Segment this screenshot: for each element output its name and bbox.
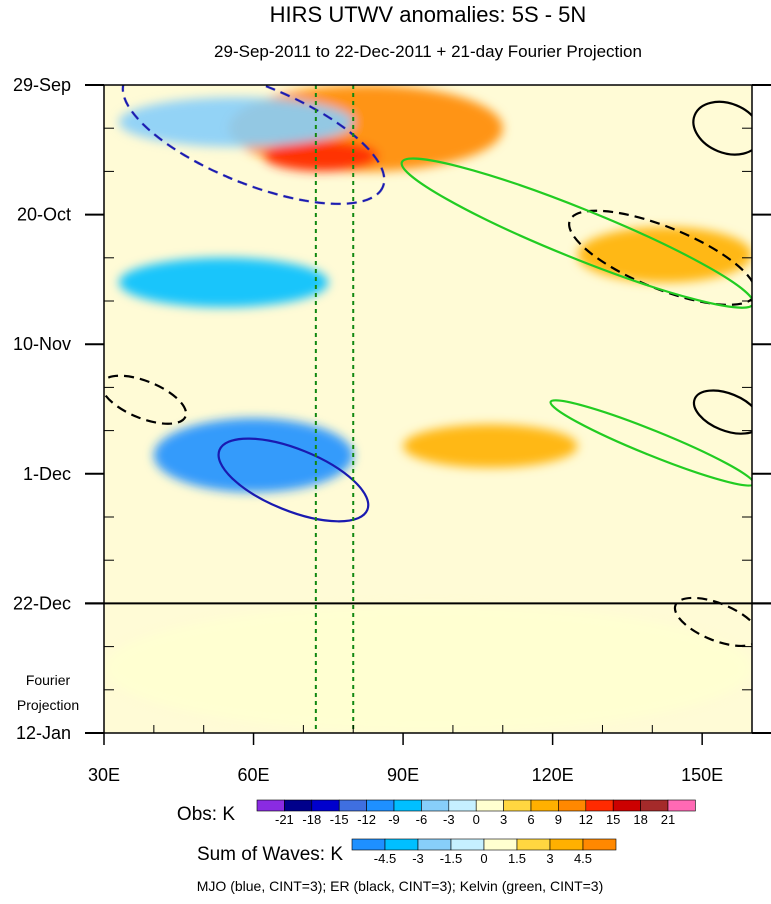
x-tick-label-4: 150E: [681, 765, 723, 785]
colorbar0-label-2: -15: [330, 812, 349, 827]
projection-label-line2: Projection: [17, 697, 79, 713]
anomaly-region-4: [153, 418, 354, 493]
colorbar1-label-2: -1.5: [440, 851, 462, 866]
er-contour-6: [673, 596, 752, 648]
chart-title: HIRS UTWV anomalies: 5S - 5N: [270, 2, 587, 27]
colorbar0-label-3: -12: [357, 812, 376, 827]
colorbar1-label-4: 1.5: [508, 851, 526, 866]
er-contour-4: [104, 374, 188, 425]
x-axis: 30E 60E 90E 120E 150E: [88, 725, 723, 785]
colorbar0-swatch-15: [667, 799, 696, 812]
y-tick-label-5: 12-Jan: [16, 723, 71, 743]
colorbar1-label-0: -4.5: [374, 851, 396, 866]
colorbar0-label-14: 21: [661, 812, 675, 827]
colorbar0-swatch-10: [530, 799, 559, 812]
colorbar1-label-3: 0: [480, 851, 487, 866]
x-tick-label-3: 120E: [532, 765, 574, 785]
y-tick-label-3: 1-Dec: [23, 464, 71, 484]
reference-lines: [314, 85, 355, 733]
colorbar0-swatch-1: [284, 799, 313, 812]
kelvin-contour-7: [400, 157, 752, 309]
anomaly-region-2: [118, 97, 354, 147]
colorbar0-label-13: 18: [633, 812, 647, 827]
wave-contour-layer: [104, 85, 752, 648]
y-tick-label-2: 10-Nov: [13, 334, 71, 354]
colorbar0-label-9: 6: [527, 812, 534, 827]
x-tick-label-2: 90E: [387, 765, 419, 785]
mjo-contour-0: [121, 85, 386, 205]
colorbar0-swatch-13: [612, 799, 641, 812]
anomaly-region-6: [403, 424, 578, 468]
colorbar0-swatch-8: [475, 799, 504, 812]
colorbar1-swatch-1: [384, 838, 419, 851]
waves-colorbar-title: Sum of Waves: K: [197, 844, 343, 865]
colorbar0-label-8: 3: [500, 812, 507, 827]
colorbar0-swatch-11: [558, 799, 587, 812]
colorbar0-label-12: 15: [606, 812, 620, 827]
colorbar0-label-0: -21: [275, 812, 294, 827]
wave-legend-footer: MJO (blue, CINT=3); ER (black, CINT=3); …: [197, 878, 604, 894]
colorbar0-label-1: -18: [302, 812, 321, 827]
waves-colorbar: Sum of Waves: K -4.5 -3 -1.5 0 1.5 3 4.5: [197, 838, 617, 866]
colorbar0-label-5: -6: [416, 812, 428, 827]
y-tick-label-4: 22-Dec: [13, 593, 71, 613]
colorbar0-swatch-2: [311, 799, 340, 812]
colorbar0-swatch-3: [338, 799, 367, 812]
anomaly-region-5: [577, 226, 752, 283]
colorbar1-label-1: -3: [412, 851, 424, 866]
anomaly-region-7: [104, 603, 752, 733]
colorbar0-label-11: 12: [579, 812, 593, 827]
colorbar1-swatch-2: [417, 838, 452, 851]
y-axis: 29-Sep 20-Oct 10-Nov 1-Dec 22-Dec 12-Jan: [13, 75, 771, 743]
colorbar0-swatch-5: [393, 799, 422, 812]
obs-colorbar-title: Obs: K: [177, 804, 235, 825]
er-contour-2: [692, 100, 752, 156]
colorbar0-swatch-7: [448, 799, 477, 812]
plot-area: [104, 85, 752, 733]
y-tick-label-1: 20-Oct: [17, 205, 71, 225]
anomaly-layer: [104, 85, 752, 733]
colorbar0-label-6: -3: [443, 812, 455, 827]
colorbar1-swatch-0: [351, 838, 386, 851]
colorbar0-swatch-0: [256, 799, 285, 812]
chart-subtitle: 29-Sep-2011 to 22-Dec-2011 + 21-day Four…: [214, 42, 642, 61]
colorbar1-swatch-6: [549, 838, 584, 851]
obs-colorbar: Obs: K -21 -18 -15 -12 -9 -6 -3 0 3 6 9 12 15 18 21: [177, 799, 696, 827]
anomaly-region-3: [118, 257, 329, 308]
plot-frame: [103, 84, 753, 734]
colorbar0-label-10: 9: [555, 812, 562, 827]
er-contour-3: [568, 209, 752, 306]
colorbar0-label-4: -9: [388, 812, 400, 827]
anomaly-region-1: [263, 140, 379, 172]
colorbar0-swatch-12: [585, 799, 614, 812]
y-tick-label-0: 29-Sep: [13, 75, 71, 95]
colorbar1-swatch-7: [582, 838, 617, 851]
mjo-contour-1: [217, 437, 370, 523]
colorbar0-swatch-14: [640, 799, 669, 812]
colorbar0-swatch-9: [503, 799, 532, 812]
kelvin-contour-8: [549, 399, 752, 487]
colorbar0-swatch-4: [366, 799, 395, 812]
colorbar0-label-7: 0: [473, 812, 480, 827]
colorbar1-label-5: 3: [546, 851, 553, 866]
x-tick-label-0: 30E: [88, 765, 120, 785]
projection-label-line1: Fourier: [26, 672, 71, 688]
er-contour-5: [692, 389, 752, 435]
colorbar1-swatch-5: [516, 838, 551, 851]
colorbar1-swatch-3: [450, 838, 485, 851]
colorbar0-swatch-6: [421, 799, 450, 812]
colorbar1-swatch-4: [483, 838, 518, 851]
x-tick-label-1: 60E: [238, 765, 270, 785]
colorbar1-label-6: 4.5: [574, 851, 592, 866]
